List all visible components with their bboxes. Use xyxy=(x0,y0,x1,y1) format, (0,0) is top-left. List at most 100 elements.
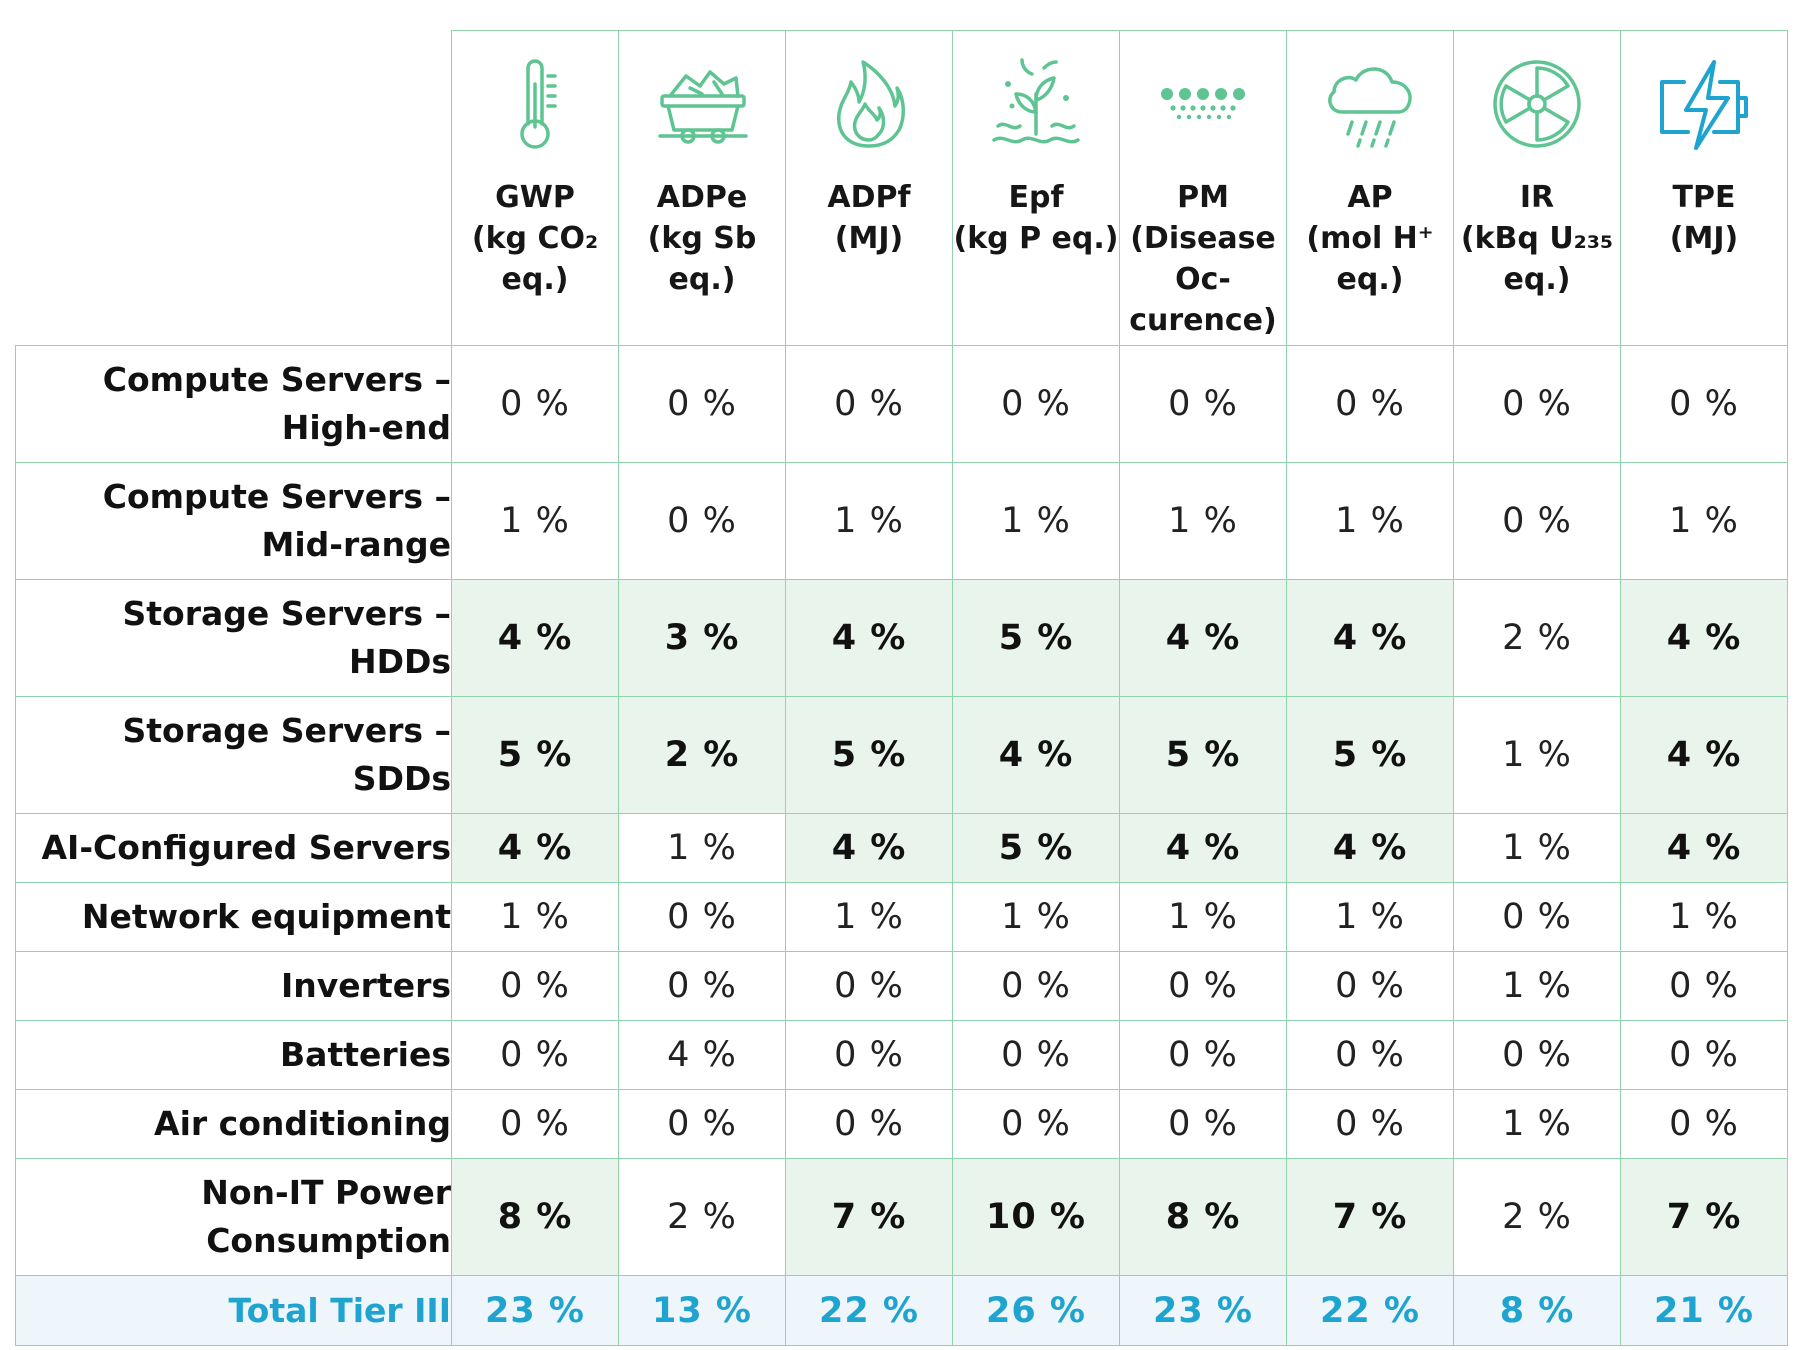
column-unit: (Disease Oc- curence) xyxy=(1129,221,1277,338)
value-cell: 0 % xyxy=(1286,951,1454,1021)
row-label: Compute Servers – High-end xyxy=(15,345,452,463)
column-name: Epf xyxy=(1008,180,1064,215)
value-cell: 5 % xyxy=(1119,696,1287,814)
value-cell: 4 % xyxy=(1620,579,1788,697)
value-cell: 4 % xyxy=(1620,813,1788,883)
value-cell: 0 % xyxy=(618,345,786,463)
table-row: Batteries 0 % 4 % 0 % 0 % 0 % 0 % 0 % 0 % xyxy=(15,1020,1788,1090)
value-cell: 0 % xyxy=(1119,345,1287,463)
value-cell: 2 % xyxy=(1453,579,1621,697)
table-row: Storage Servers – SDDs 5 % 2 % 5 % 4 % 5 % 5 %… xyxy=(15,696,1788,814)
column-name: GWP xyxy=(495,180,575,215)
total-label: Total Tier III xyxy=(15,1275,452,1346)
header-row: GWP (kg CO₂ eq.) ADPe (kg Sb e xyxy=(15,30,1788,346)
value-cell: 1 % xyxy=(451,462,619,580)
value-cell: 0 % xyxy=(618,1089,786,1159)
value-cell: 1 % xyxy=(952,462,1120,580)
column-header-pm: PM (Disease Oc- curence) xyxy=(1119,30,1287,346)
value-cell: 0 % xyxy=(785,345,953,463)
value-cell: 4 % xyxy=(952,696,1120,814)
value-cell: 0 % xyxy=(451,1089,619,1159)
column-header-tpe: TPE (MJ) xyxy=(1620,30,1788,346)
value-cell: 1 % xyxy=(618,813,786,883)
table-row: Non-IT Power Consumption 8 % 2 % 7 % 10 % 8 %… xyxy=(15,1158,1788,1276)
value-cell: 0 % xyxy=(785,951,953,1021)
value-cell: 0 % xyxy=(1620,951,1788,1021)
table-row: AI-Configured Servers 4 % 1 % 4 % 5 % 4 % 4 % 1… xyxy=(15,813,1788,883)
value-cell: 0 % xyxy=(785,1089,953,1159)
table-body: Compute Servers – High-end 0 % 0 % 0 % 0 % 0 … xyxy=(15,345,1788,1346)
value-cell: 5 % xyxy=(451,696,619,814)
total-value-cell: 26 % xyxy=(952,1275,1120,1346)
value-cell: 0 % xyxy=(1453,882,1621,952)
value-cell: 1 % xyxy=(1453,951,1621,1021)
value-cell: 1 % xyxy=(1286,462,1454,580)
value-cell: 0 % xyxy=(451,1020,619,1090)
value-cell: 0 % xyxy=(1286,345,1454,463)
value-cell: 7 % xyxy=(1620,1158,1788,1276)
value-cell: 0 % xyxy=(1286,1020,1454,1090)
column-unit: (MJ) xyxy=(834,221,904,256)
value-cell: 10 % xyxy=(952,1158,1120,1276)
particles-icon xyxy=(1161,88,1245,120)
value-cell: 4 % xyxy=(1119,579,1287,697)
total-value-cell: 22 % xyxy=(1286,1275,1454,1346)
value-cell: 0 % xyxy=(451,345,619,463)
acid-rain-cloud-icon xyxy=(1328,67,1412,148)
total-value-cell: 23 % xyxy=(451,1275,619,1346)
column-name: ADPe xyxy=(656,180,748,215)
value-cell: 1 % xyxy=(1119,882,1287,952)
value-cell: 1 % xyxy=(1286,882,1454,952)
value-cell: 8 % xyxy=(451,1158,619,1276)
value-cell: 5 % xyxy=(952,813,1120,883)
row-label: Non-IT Power Consumption xyxy=(15,1158,452,1276)
column-name: IR xyxy=(1519,180,1555,215)
value-cell: 0 % xyxy=(952,1020,1120,1090)
column-unit: (mol H⁺ eq.) xyxy=(1306,221,1434,297)
column-header-ap: AP (mol H⁺ eq.) xyxy=(1286,30,1454,346)
column-header-adpe: ADPe (kg Sb eq.) xyxy=(618,30,786,346)
value-cell: 2 % xyxy=(1453,1158,1621,1276)
value-cell: 1 % xyxy=(785,882,953,952)
total-value-cell: 8 % xyxy=(1453,1275,1621,1346)
column-header-gwp: GWP (kg CO₂ eq.) xyxy=(451,30,619,346)
value-cell: 5 % xyxy=(785,696,953,814)
total-value-cell: 22 % xyxy=(785,1275,953,1346)
value-cell: 2 % xyxy=(618,696,786,814)
row-label: Batteries xyxy=(15,1020,452,1090)
row-label: Network equipment xyxy=(15,882,452,952)
column-header-ir: IR (kBq U₂₃₅ eq.) xyxy=(1453,30,1621,346)
value-cell: 0 % xyxy=(618,882,786,952)
value-cell: 1 % xyxy=(1119,462,1287,580)
value-cell: 0 % xyxy=(618,462,786,580)
value-cell: 8 % xyxy=(1119,1158,1287,1276)
row-label: Compute Servers – Mid-range xyxy=(15,462,452,580)
column-header-epf: Epf (kg P eq.) xyxy=(952,30,1120,346)
row-label: Inverters xyxy=(15,951,452,1021)
value-cell: 1 % xyxy=(1620,882,1788,952)
value-cell: 1 % xyxy=(952,882,1120,952)
value-cell: 1 % xyxy=(785,462,953,580)
value-cell: 1 % xyxy=(451,882,619,952)
value-cell: 0 % xyxy=(1119,1089,1287,1159)
column-name: ADPf xyxy=(827,180,911,215)
value-cell: 0 % xyxy=(1119,1020,1287,1090)
value-cell: 0 % xyxy=(1453,462,1621,580)
value-cell: 4 % xyxy=(785,813,953,883)
table-row: Compute Servers – Mid-range 1 % 0 % 1 % 1 % 1… xyxy=(15,462,1788,580)
value-cell: 1 % xyxy=(1620,462,1788,580)
value-cell: 4 % xyxy=(1119,813,1287,883)
value-cell: 4 % xyxy=(1286,579,1454,697)
impact-table: GWP (kg CO₂ eq.) ADPe (kg Sb e xyxy=(15,30,1788,1346)
column-name: AP xyxy=(1347,180,1393,215)
radiation-icon xyxy=(1493,60,1581,148)
value-cell: 4 % xyxy=(618,1020,786,1090)
row-label: AI-Configured Servers xyxy=(15,813,452,883)
value-cell: 0 % xyxy=(1620,345,1788,463)
value-cell: 3 % xyxy=(618,579,786,697)
value-cell: 0 % xyxy=(618,951,786,1021)
table-row: Storage Servers – HDDs 4 % 3 % 4 % 5 % 4 % 4 %… xyxy=(15,579,1788,697)
value-cell: 5 % xyxy=(952,579,1120,697)
value-cell: 2 % xyxy=(618,1158,786,1276)
value-cell: 0 % xyxy=(952,1089,1120,1159)
